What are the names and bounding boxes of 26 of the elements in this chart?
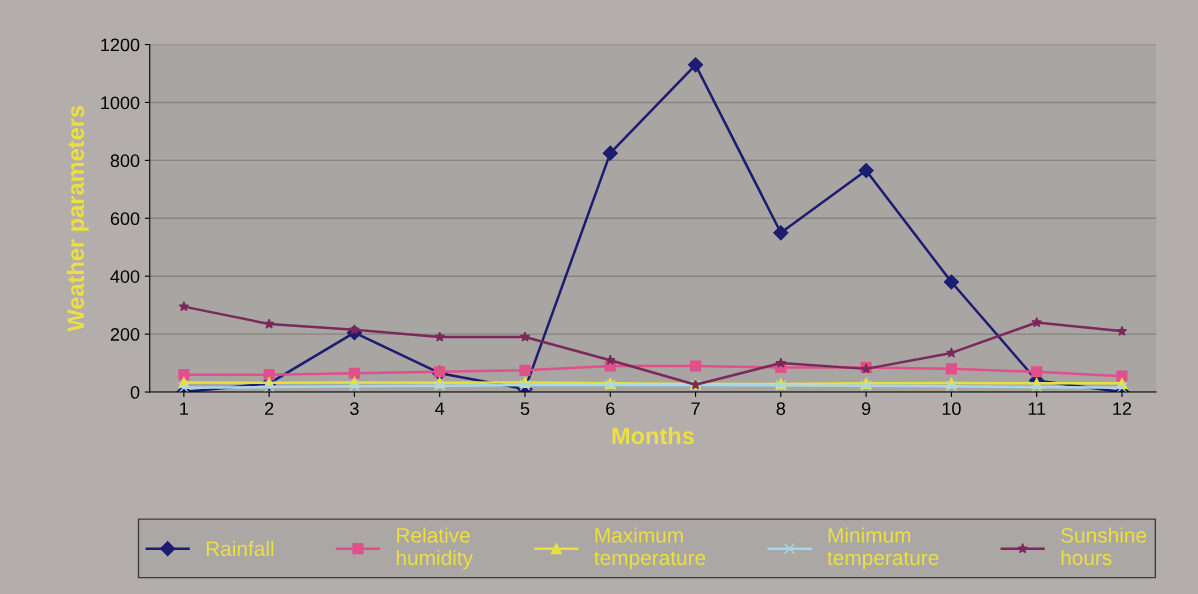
legend-label: Rainfall (206, 540, 274, 557)
x-tick-label: 9 (861, 402, 871, 416)
legend-label: Minimum temperature (827, 527, 939, 570)
y-tick-label: 0 (130, 385, 140, 399)
x-tick-label: 12 (1113, 402, 1132, 415)
y-tick-label: 1200 (101, 38, 140, 52)
x-tick-label: 8 (776, 402, 786, 416)
x-tick-label: 4 (435, 402, 445, 415)
x-tick-label: 2 (265, 402, 274, 415)
x-axis-title: Months (612, 426, 694, 445)
x-tick-label: 1 (180, 402, 188, 415)
x-tick-label: 10 (942, 402, 961, 416)
y-tick-label: 200 (110, 328, 140, 341)
legend-label: Relative humidity (396, 527, 473, 570)
x-tick-label: 5 (520, 402, 530, 416)
x-tick-label: 7 (691, 402, 700, 415)
x-tick-label: 6 (606, 402, 615, 416)
y-tick-label: 1000 (101, 96, 140, 110)
legend-label: Maximum temperature (594, 527, 706, 570)
x-tick-label: 3 (350, 402, 359, 416)
y-tick-label: 400 (110, 270, 140, 283)
y-tick-label: 600 (110, 212, 140, 226)
legend-label: Sunshine hours (1061, 527, 1147, 566)
x-tick-label: 11 (1028, 402, 1046, 415)
y-axis-title: Weather parameters (66, 105, 89, 332)
y-tick-label: 800 (110, 154, 140, 168)
